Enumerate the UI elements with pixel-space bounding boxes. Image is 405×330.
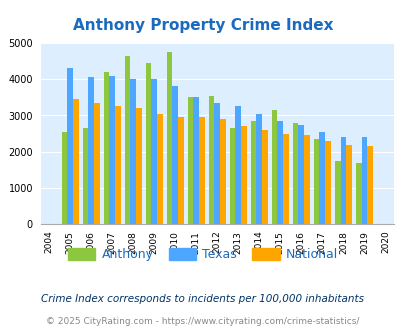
Bar — [334, 161, 340, 224]
Bar — [298, 124, 303, 224]
Bar — [124, 56, 130, 224]
Bar — [72, 99, 78, 224]
Legend: Anthony, Texas, National: Anthony, Texas, National — [63, 243, 342, 266]
Bar — [271, 110, 277, 224]
Bar — [136, 108, 141, 224]
Bar — [250, 121, 256, 224]
Bar — [157, 114, 162, 224]
Bar — [193, 97, 198, 224]
Bar — [282, 134, 288, 224]
Bar — [229, 128, 235, 224]
Bar — [208, 95, 214, 224]
Bar — [67, 68, 72, 224]
Bar — [366, 147, 372, 224]
Bar — [172, 86, 177, 224]
Bar — [151, 79, 157, 224]
Bar — [166, 52, 172, 224]
Bar — [214, 103, 220, 224]
Bar — [303, 135, 309, 224]
Bar — [103, 72, 109, 224]
Bar — [115, 106, 120, 224]
Bar — [198, 117, 204, 224]
Bar — [277, 121, 282, 224]
Bar — [361, 137, 366, 224]
Bar — [220, 119, 225, 224]
Bar — [130, 79, 136, 224]
Bar — [88, 77, 94, 224]
Bar — [145, 63, 151, 224]
Bar — [340, 137, 345, 224]
Text: Anthony Property Crime Index: Anthony Property Crime Index — [72, 18, 333, 33]
Bar — [187, 97, 193, 224]
Bar — [256, 114, 262, 224]
Bar — [94, 103, 99, 224]
Bar — [345, 145, 351, 224]
Bar — [82, 128, 88, 224]
Bar — [62, 132, 67, 224]
Bar — [177, 117, 183, 224]
Bar — [235, 106, 241, 224]
Bar — [355, 163, 361, 224]
Text: Crime Index corresponds to incidents per 100,000 inhabitants: Crime Index corresponds to incidents per… — [41, 294, 364, 304]
Bar — [292, 123, 298, 224]
Text: © 2025 CityRating.com - https://www.cityrating.com/crime-statistics/: © 2025 CityRating.com - https://www.city… — [46, 317, 359, 326]
Bar — [313, 139, 319, 224]
Bar — [262, 130, 267, 224]
Bar — [241, 126, 246, 224]
Bar — [324, 141, 330, 224]
Bar — [319, 132, 324, 224]
Bar — [109, 76, 115, 224]
